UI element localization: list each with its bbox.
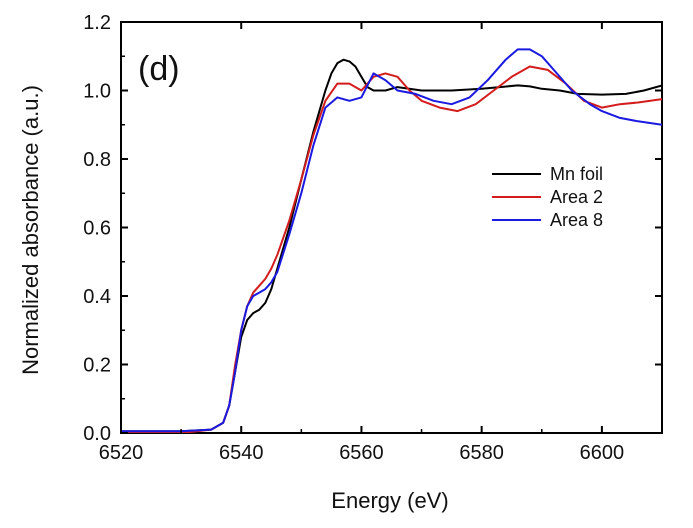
legend-label: Area 8 bbox=[550, 210, 603, 230]
y-tick-label: 0.0 bbox=[83, 423, 111, 445]
legend: Mn foil Area 2 Area 8 bbox=[492, 164, 603, 230]
y-tick-label: 0.8 bbox=[83, 149, 111, 171]
legend-label: Mn foil bbox=[550, 164, 603, 184]
y-axis-title: Normalized absorbance (a.u.) bbox=[18, 85, 43, 375]
y-tick-label: 1.2 bbox=[83, 12, 111, 34]
ticks-layer: 6520 6540 6560 6580 6600 0.0 0.2 0.4 0.6 0.8 1.0 1.… bbox=[83, 12, 662, 464]
series-line-2 bbox=[121, 65, 662, 433]
y-tick-label: 0.4 bbox=[83, 286, 111, 308]
x-tick-label: 6580 bbox=[459, 442, 504, 464]
x-tick-label: 6600 bbox=[580, 442, 625, 464]
series-layer bbox=[121, 48, 662, 433]
x-tick-label: 6540 bbox=[219, 442, 264, 464]
y-tick-label: 0.2 bbox=[83, 355, 111, 377]
x-tick-label: 6560 bbox=[339, 442, 384, 464]
y-tick-label: 0.6 bbox=[83, 218, 111, 240]
y-tick-label: 1.0 bbox=[83, 81, 111, 103]
series-line-3 bbox=[121, 48, 662, 433]
series-line-1 bbox=[121, 58, 662, 433]
panel-label: (d) bbox=[138, 50, 180, 88]
x-tick-label: 6520 bbox=[99, 442, 144, 464]
x-axis-title: Energy (eV) bbox=[331, 488, 448, 513]
legend-label: Area 2 bbox=[550, 187, 603, 207]
